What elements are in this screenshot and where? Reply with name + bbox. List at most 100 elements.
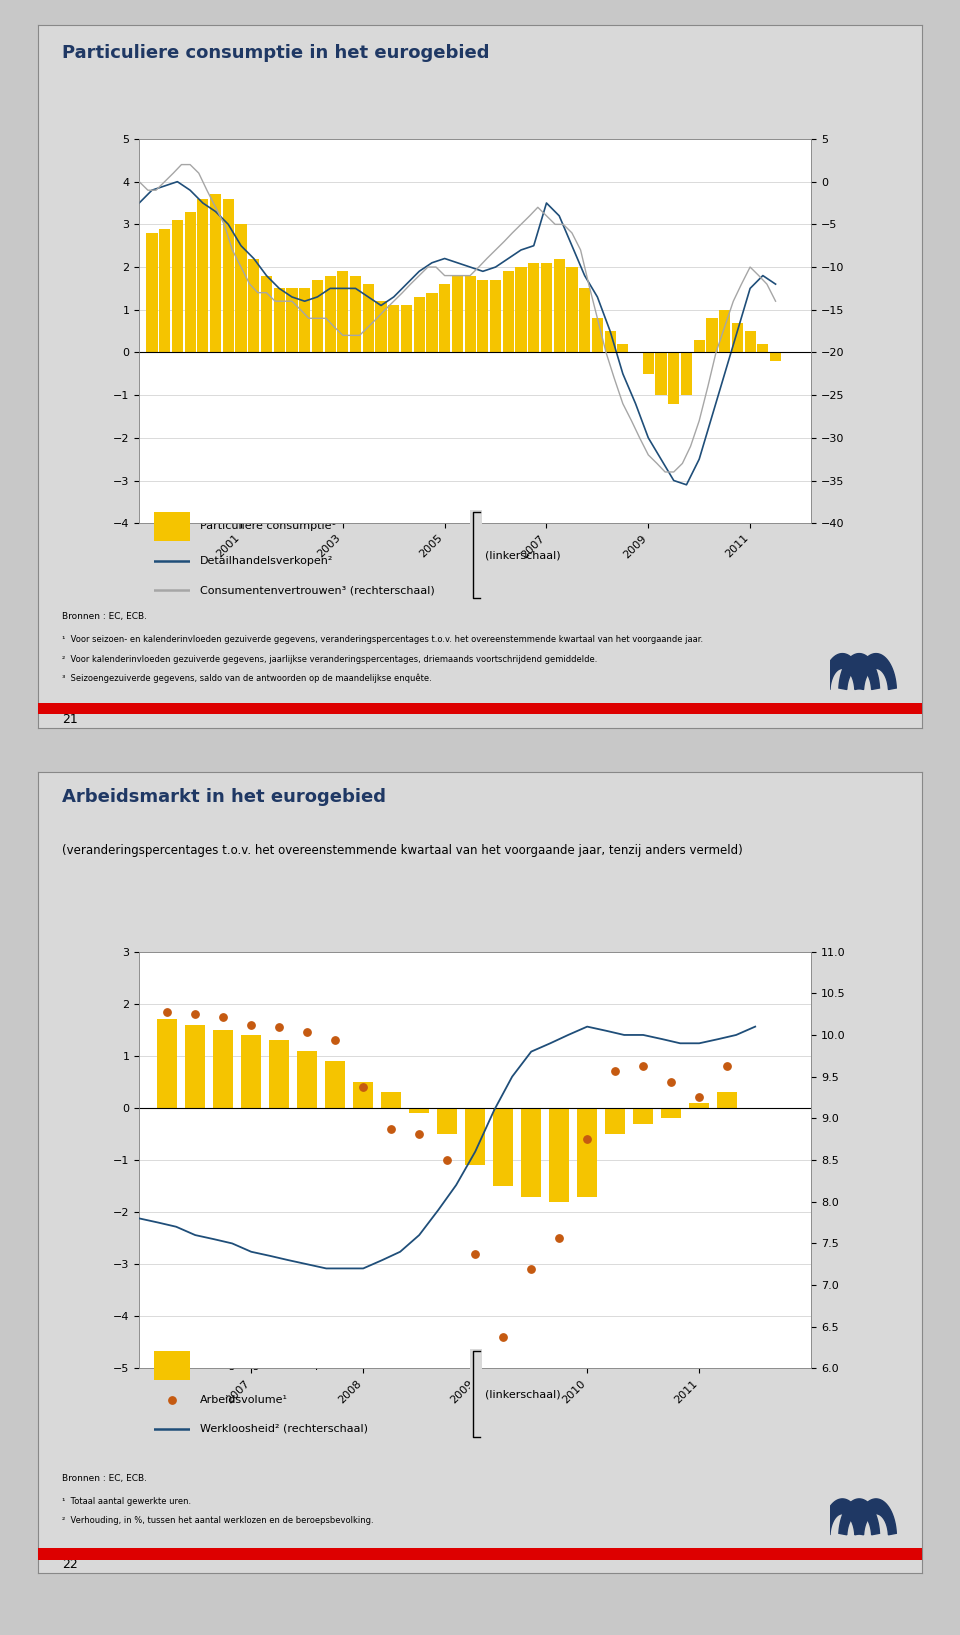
Bar: [540, 263, 552, 353]
Bar: [719, 309, 731, 353]
Point: [327, 1027, 343, 1053]
Bar: [577, 1109, 597, 1197]
Bar: [591, 319, 603, 353]
Point: [495, 1324, 511, 1351]
Bar: [184, 211, 196, 353]
Point: [187, 1001, 203, 1027]
Point: [216, 1004, 231, 1030]
Bar: [549, 1109, 569, 1202]
Bar: [159, 229, 170, 353]
Bar: [375, 301, 387, 353]
Bar: [414, 298, 424, 353]
Text: Consumentenvertrouwen³ (rechterschaal): Consumentenvertrouwen³ (rechterschaal): [200, 585, 435, 595]
Bar: [656, 353, 666, 396]
Bar: [437, 1109, 457, 1135]
Point: [330, 1267, 346, 1293]
Bar: [528, 263, 540, 353]
Bar: [297, 1051, 318, 1109]
Point: [580, 1127, 595, 1153]
Point: [636, 1053, 651, 1079]
Point: [355, 1074, 371, 1100]
Polygon shape: [822, 654, 863, 690]
Bar: [300, 288, 310, 353]
Bar: [381, 1092, 401, 1109]
Text: (linkerschaal): (linkerschaal): [485, 551, 561, 561]
Point: [720, 1053, 735, 1079]
Text: ³  Seizoengezuiverde gegevens, saldo van de antwoorden op de maandelijkse enquêt: ³ Seizoengezuiverde gegevens, saldo van …: [62, 674, 432, 683]
Bar: [770, 353, 781, 361]
Point: [523, 1256, 539, 1282]
Text: Werkgelegenheid in personen: Werkgelegenheid in personen: [200, 1360, 367, 1370]
Text: Particuliere consumptie¹: Particuliere consumptie¹: [200, 522, 336, 531]
Bar: [312, 280, 323, 353]
Polygon shape: [855, 1499, 897, 1535]
Bar: [642, 353, 654, 374]
Bar: [146, 232, 157, 353]
Point: [159, 999, 175, 1025]
Bar: [248, 258, 259, 353]
Text: 22: 22: [62, 1558, 78, 1571]
Bar: [745, 330, 756, 353]
Bar: [732, 322, 743, 353]
Point: [384, 1115, 399, 1141]
Text: ²  Verhouding, in %, tussen het aantal werklozen en de beroepsbevolking.: ² Verhouding, in %, tussen het aantal we…: [62, 1516, 374, 1525]
Bar: [477, 280, 489, 353]
Bar: [693, 340, 705, 353]
Text: Werkloosheid² (rechterschaal): Werkloosheid² (rechterschaal): [200, 1424, 368, 1434]
Point: [691, 1084, 707, 1110]
Point: [412, 1122, 427, 1148]
Bar: [337, 271, 348, 353]
Text: (linkerschaal): (linkerschaal): [485, 1390, 561, 1400]
Bar: [172, 221, 183, 353]
Point: [440, 1146, 455, 1172]
Text: ¹  Totaal aantal gewerkte uren.: ¹ Totaal aantal gewerkte uren.: [62, 1496, 192, 1506]
Bar: [633, 1109, 654, 1123]
Text: Bronnen : EC, ECB.: Bronnen : EC, ECB.: [62, 1473, 148, 1483]
Point: [244, 1012, 259, 1038]
Bar: [325, 1061, 346, 1109]
Bar: [493, 1109, 514, 1185]
Bar: [261, 276, 272, 353]
Point: [272, 1014, 287, 1040]
Polygon shape: [855, 654, 897, 690]
Bar: [213, 1030, 233, 1109]
Bar: [465, 1109, 486, 1166]
Bar: [353, 1082, 373, 1109]
Text: Detailhandelsverkopen²: Detailhandelsverkopen²: [200, 556, 333, 566]
Bar: [286, 288, 298, 353]
Text: Arbeidsvolume¹: Arbeidsvolume¹: [200, 1395, 288, 1404]
Point: [468, 1241, 483, 1267]
Bar: [185, 1025, 205, 1109]
Bar: [388, 306, 399, 353]
Text: Bronnen : EC, ECB.: Bronnen : EC, ECB.: [62, 611, 148, 621]
Bar: [465, 276, 476, 353]
Bar: [197, 199, 208, 353]
Bar: [274, 288, 285, 353]
Bar: [235, 224, 247, 353]
Bar: [157, 1019, 178, 1109]
Bar: [223, 199, 234, 353]
Bar: [689, 1102, 709, 1109]
Text: ²  Voor kalenderinvloeden gezuiverde gegevens, jaarlijkse veranderingspercentage: ² Voor kalenderinvloeden gezuiverde gege…: [62, 654, 598, 664]
Bar: [668, 353, 680, 404]
Bar: [566, 267, 578, 353]
Bar: [516, 267, 527, 353]
Bar: [617, 343, 629, 353]
Text: 21: 21: [62, 713, 78, 726]
Bar: [401, 306, 412, 353]
Bar: [521, 1109, 541, 1197]
Text: Arbeidsmarkt in het eurogebied: Arbeidsmarkt in het eurogebied: [62, 788, 386, 806]
Bar: [241, 1035, 261, 1109]
Text: Particuliere consumptie in het eurogebied: Particuliere consumptie in het eurogebie…: [62, 44, 490, 62]
Bar: [426, 293, 438, 353]
Bar: [554, 258, 564, 353]
Bar: [661, 1109, 682, 1118]
Bar: [707, 319, 717, 353]
Bar: [210, 195, 221, 353]
Bar: [363, 284, 373, 353]
Bar: [605, 330, 615, 353]
Bar: [324, 276, 336, 353]
Point: [663, 1069, 679, 1095]
Polygon shape: [839, 654, 879, 690]
Bar: [269, 1040, 289, 1109]
